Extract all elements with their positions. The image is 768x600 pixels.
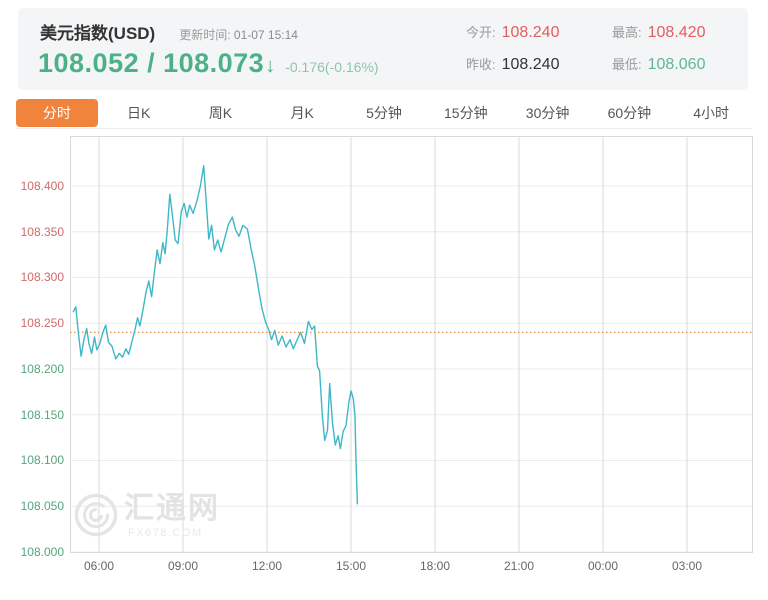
y-tick-108.250: 108.250 bbox=[20, 316, 64, 331]
price-down-arrow-icon: ↓ bbox=[265, 55, 276, 77]
tab-5分钟[interactable]: 5分钟 bbox=[366, 105, 402, 121]
price-series-line bbox=[72, 165, 359, 505]
tab-60分钟[interactable]: 60分钟 bbox=[607, 105, 652, 121]
x-tick-12:00: 12:00 bbox=[251, 559, 283, 573]
x-tick-03:00: 03:00 bbox=[671, 559, 703, 573]
y-tick-108.050: 108.050 bbox=[20, 499, 64, 514]
stat-label: 昨收: bbox=[466, 57, 496, 72]
x-tick-15:00: 15:00 bbox=[335, 559, 367, 573]
stat-2: 昨收: 108.240 bbox=[466, 54, 574, 74]
current-price: 108.052 / 108.073 bbox=[38, 48, 265, 78]
y-tick-108.000: 108.000 bbox=[20, 545, 64, 559]
update-time-value: 01-07 15:14 bbox=[233, 28, 298, 42]
tab-月K[interactable]: 月K bbox=[290, 105, 314, 121]
stat-label: 最高: bbox=[612, 25, 642, 40]
stat-value: 108.060 bbox=[647, 56, 706, 73]
price-change: -0.176(-0.16%) bbox=[285, 59, 379, 75]
plot-border bbox=[70, 136, 753, 553]
stat-0: 今开: 108.240 bbox=[466, 22, 574, 42]
tab-15分钟[interactable]: 15分钟 bbox=[444, 105, 488, 121]
update-time-label: 更新时间: bbox=[179, 28, 231, 42]
x-tick-06:00: 06:00 bbox=[83, 559, 115, 573]
quote-stats: 今开: 108.240 最高: 108.420 昨收: 108.240 最低: 108.060 bbox=[466, 22, 720, 74]
interval-tabs: 分时 日K 周K 月K 5分钟 15分钟 30分钟 60分钟 4小时 bbox=[16, 99, 752, 129]
quote-header: 美元指数(USD) 更新时间: 01-07 15:14 108.052 / 10… bbox=[18, 8, 748, 90]
tab-分时[interactable]: 分时 bbox=[16, 99, 98, 127]
stat-1: 最高: 108.420 bbox=[612, 22, 720, 42]
tab-周K[interactable]: 周K bbox=[208, 105, 233, 121]
update-time-wrap: 更新时间: 01-07 15:14 bbox=[179, 26, 298, 43]
y-tick-108.300: 108.300 bbox=[20, 270, 64, 285]
stat-value: 108.240 bbox=[501, 56, 560, 73]
stat-value: 108.240 bbox=[501, 24, 560, 41]
y-tick-108.200: 108.200 bbox=[20, 361, 64, 376]
x-tick-18:00: 18:00 bbox=[419, 559, 451, 573]
y-tick-108.150: 108.150 bbox=[20, 407, 64, 422]
x-tick-21:00: 21:00 bbox=[503, 559, 535, 573]
y-tick-108.350: 108.350 bbox=[20, 224, 64, 239]
tab-4小时[interactable]: 4小时 bbox=[693, 105, 730, 121]
stat-label: 今开: bbox=[466, 25, 496, 40]
chart-area: 108.400 108.350 108.300 108.250 108.200 108.1… bbox=[0, 136, 768, 586]
x-tick-00:00: 00:00 bbox=[587, 559, 619, 573]
y-tick-108.100: 108.100 bbox=[20, 453, 64, 468]
stat-label: 最低: bbox=[612, 57, 642, 72]
stat-3: 最低: 108.060 bbox=[612, 54, 720, 74]
instrument-title: 美元指数(USD) bbox=[40, 24, 156, 43]
tab-日K[interactable]: 日K bbox=[127, 105, 151, 121]
price-line-chart[interactable] bbox=[70, 136, 753, 553]
y-tick-108.400: 108.400 bbox=[20, 178, 64, 193]
stat-value: 108.420 bbox=[647, 24, 706, 41]
x-tick-09:00: 09:00 bbox=[167, 559, 199, 573]
tab-30分钟[interactable]: 30分钟 bbox=[525, 105, 570, 121]
